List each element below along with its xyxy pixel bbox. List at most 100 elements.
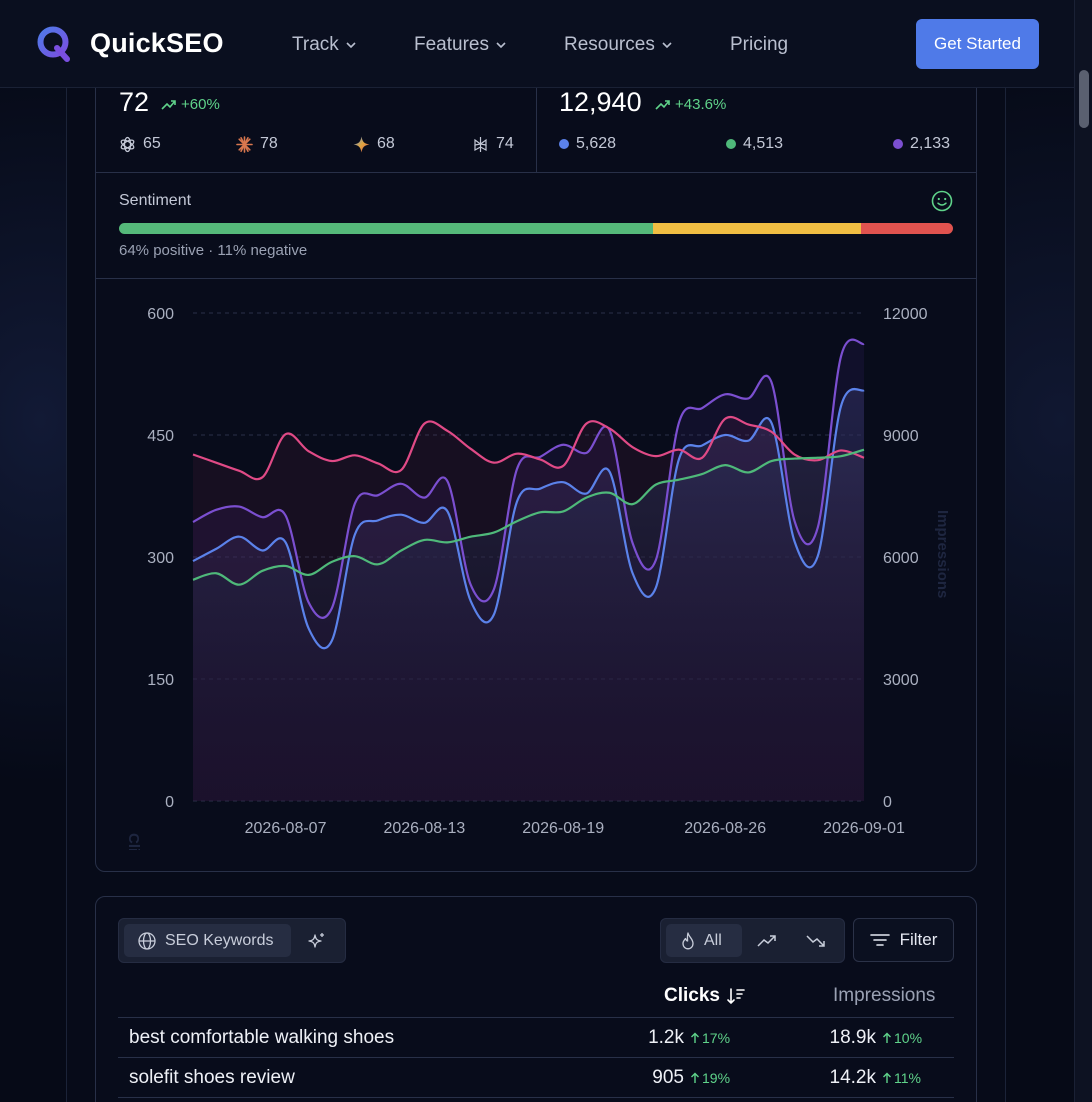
mentions-delta-text: +43.6% <box>675 96 727 113</box>
arrow-up-icon <box>883 1072 891 1083</box>
series-line <box>192 338 865 619</box>
series-line <box>192 387 865 650</box>
sort-descending-icon <box>727 988 745 1005</box>
filter-trending-up-button[interactable] <box>748 924 786 957</box>
nav-features-label: Features <box>414 34 489 55</box>
table-divider <box>118 1057 954 1058</box>
nav-resources[interactable]: Resources <box>564 34 673 56</box>
filter-lines-icon <box>869 934 890 946</box>
mentions-breakdown-2-value: 4,513 <box>743 135 784 152</box>
engine-claude: 78 <box>236 135 278 153</box>
page-scrollbar[interactable] <box>1074 0 1092 1102</box>
mentions-breakdown-3-value: 2,133 <box>910 135 951 152</box>
mentions-breakdown-2: 4,513 <box>726 135 783 153</box>
clicks-cell: 905 <box>652 1067 684 1088</box>
clicks-column-header[interactable]: Clicks <box>664 985 746 1007</box>
globe-icon <box>138 931 156 950</box>
nav-features[interactable]: Features <box>414 34 507 56</box>
engine-perplexity-value: 74 <box>496 135 514 152</box>
legend-dot <box>559 139 569 149</box>
impressions-change-text: 11% <box>894 1070 921 1086</box>
keyword-cell: solefit shoes review <box>129 1067 295 1088</box>
gemini-sparkle-icon <box>353 136 370 152</box>
scrollbar-thumb[interactable] <box>1079 70 1089 128</box>
visibility-delta: +60% <box>161 96 220 113</box>
clicks-change: 17% <box>690 1030 730 1046</box>
impressions-cell: 14.2k <box>829 1067 876 1088</box>
top-navbar: QuickSEO Track Features Resources Pricin… <box>0 0 1074 88</box>
claude-sunburst-icon <box>236 135 253 153</box>
y2-tick-label: 3000 <box>883 672 919 689</box>
impressions-change: 11% <box>882 1070 921 1086</box>
quickseo-logo-icon[interactable] <box>36 25 74 63</box>
nav-track[interactable]: Track <box>292 34 357 56</box>
seo-keywords-tab[interactable]: SEO Keywords <box>124 924 291 957</box>
table-divider <box>118 1017 954 1018</box>
y-tick-label: 300 <box>147 550 174 567</box>
visibility-score: 72 <box>119 87 150 117</box>
sentiment-positive-segment <box>119 223 653 234</box>
engine-openai: 65 <box>119 135 161 153</box>
x-tick-label: 2026-09-01 <box>823 820 905 837</box>
mentions-breakdown-1: 5,628 <box>559 135 616 153</box>
impressions-header-label: Impressions <box>833 985 936 1006</box>
filter-trending-down-button[interactable] <box>797 924 835 957</box>
y-tick-label: 150 <box>147 672 174 689</box>
arrow-up-icon <box>691 1072 699 1083</box>
sentiment-bar <box>119 223 953 234</box>
trend-down-icon <box>806 934 825 947</box>
smile-icon <box>931 190 953 212</box>
clicks-change: 19% <box>690 1070 730 1086</box>
sparkles-icon <box>308 932 324 948</box>
y2-axis-title: Impressions <box>934 510 951 598</box>
series-line <box>192 415 865 481</box>
keyword-cell: best comfortable walking shoes <box>129 1027 395 1048</box>
perplexity-icon <box>474 136 487 152</box>
legend-dot <box>726 139 736 149</box>
series-area <box>193 449 864 801</box>
trend-up-icon <box>161 99 176 110</box>
openai-icon <box>120 136 135 152</box>
arrow-up-icon <box>691 1032 699 1043</box>
impressions-change-text: 10% <box>894 1030 923 1046</box>
visibility-delta-text: +60% <box>181 96 220 113</box>
clicks-impressions-chart: 0 150 300 450 600 0 3000 6000 9000 12000 2026-08… <box>125 306 951 850</box>
x-tick-label: 2026-08-19 <box>522 820 604 837</box>
engine-claude-value: 78 <box>260 135 278 152</box>
filter-all-label: All <box>704 931 722 949</box>
x-tick-label: 2026-08-07 <box>245 820 327 837</box>
x-tick-label: 2026-08-26 <box>684 820 766 837</box>
flame-icon <box>682 931 694 949</box>
legend-dot <box>893 139 903 149</box>
nav-track-label: Track <box>292 34 339 55</box>
trend-up-icon <box>655 99 670 110</box>
impressions-column-header[interactable]: Impressions <box>833 985 935 1007</box>
filter-button[interactable]: Filter <box>853 918 954 962</box>
engine-gemini: 68 <box>353 135 395 153</box>
brand-name[interactable]: QuickSEO <box>90 28 224 58</box>
sentiment-negative-segment <box>861 223 953 234</box>
metric-divider <box>536 88 537 172</box>
mentions-breakdown-1-value: 5,628 <box>576 135 617 152</box>
chevron-down-icon <box>346 42 356 49</box>
y-tick-label: 600 <box>147 306 174 323</box>
y2-tick-label: 9000 <box>883 428 919 445</box>
ai-prompts-tab[interactable] <box>298 924 336 957</box>
sentiment-title: Sentiment <box>119 192 192 209</box>
impressions-cell: 18.9k <box>829 1027 876 1048</box>
filter-button-label: Filter <box>899 930 938 949</box>
mentions-total: 12,940 <box>559 87 642 117</box>
sentiment-caption: 64% positive · 11% negative <box>119 242 308 259</box>
clicks-header-label: Clicks <box>664 985 720 1006</box>
impressions-change: 10% <box>882 1030 922 1046</box>
chevron-down-icon <box>662 42 672 49</box>
y-axis-title: Clicks <box>125 833 142 850</box>
nav-pricing[interactable]: Pricing <box>730 34 788 56</box>
y2-tick-label: 0 <box>883 794 892 811</box>
get-started-button[interactable]: Get Started <box>916 19 1039 69</box>
filter-all-button[interactable]: All <box>666 924 742 957</box>
seo-keywords-label: SEO Keywords <box>165 931 274 949</box>
table-divider <box>118 1097 954 1098</box>
mentions-delta: +43.6% <box>655 96 726 113</box>
chevron-down-icon <box>496 42 506 49</box>
